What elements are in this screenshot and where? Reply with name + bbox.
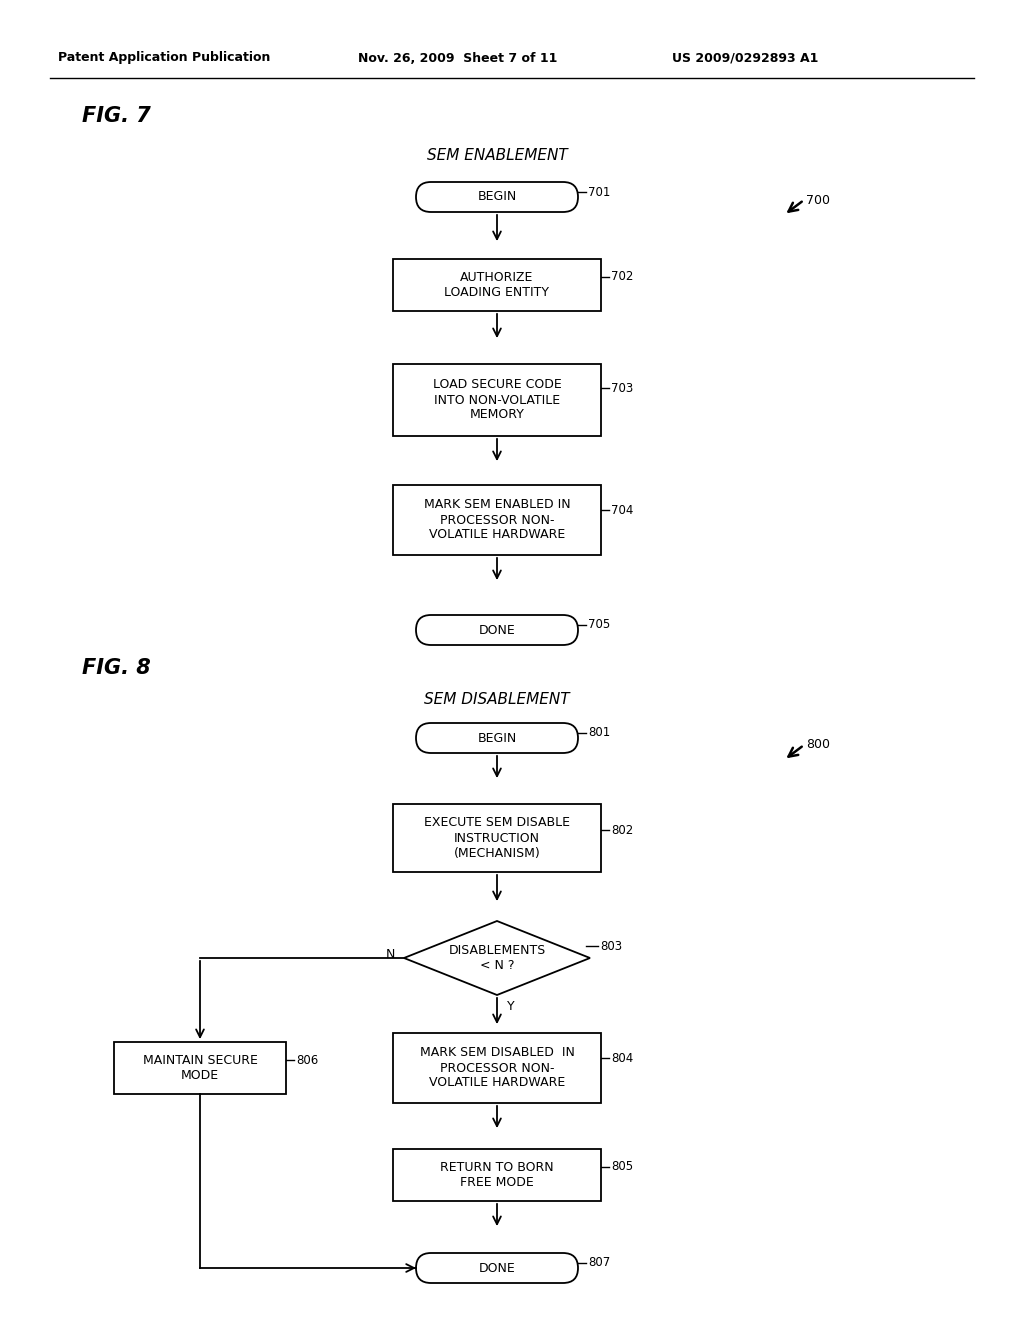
- Text: 800: 800: [806, 738, 830, 751]
- Text: 705: 705: [588, 619, 610, 631]
- Text: LOAD SECURE CODE
INTO NON-VOLATILE
MEMORY: LOAD SECURE CODE INTO NON-VOLATILE MEMOR…: [432, 379, 561, 421]
- Polygon shape: [404, 921, 590, 995]
- Bar: [393, 364, 601, 436]
- Text: BEGIN: BEGIN: [477, 731, 517, 744]
- Text: AUTHORIZE
LOADING ENTITY: AUTHORIZE LOADING ENTITY: [444, 271, 550, 300]
- Text: EXECUTE SEM DISABLE
INSTRUCTION
(MECHANISM): EXECUTE SEM DISABLE INSTRUCTION (MECHANI…: [424, 817, 570, 859]
- Text: 805: 805: [611, 1160, 633, 1173]
- Bar: [393, 1034, 601, 1104]
- Bar: [393, 1148, 601, 1201]
- Text: N: N: [385, 948, 394, 961]
- Bar: [393, 484, 601, 554]
- Text: BEGIN: BEGIN: [477, 190, 517, 203]
- FancyBboxPatch shape: [416, 182, 578, 213]
- Text: 806: 806: [296, 1053, 318, 1067]
- Text: 701: 701: [588, 186, 610, 198]
- Text: MAINTAIN SECURE
MODE: MAINTAIN SECURE MODE: [142, 1053, 257, 1082]
- Text: 702: 702: [611, 271, 634, 284]
- Bar: [393, 259, 601, 312]
- FancyBboxPatch shape: [416, 615, 578, 645]
- Bar: [114, 1041, 286, 1094]
- Text: RETURN TO BORN
FREE MODE: RETURN TO BORN FREE MODE: [440, 1162, 554, 1189]
- Text: Patent Application Publication: Patent Application Publication: [58, 51, 270, 65]
- Text: DONE: DONE: [478, 623, 515, 636]
- Text: FIG. 8: FIG. 8: [82, 657, 151, 678]
- Text: SEM ENABLEMENT: SEM ENABLEMENT: [427, 148, 567, 162]
- Text: 803: 803: [600, 940, 623, 953]
- Text: MARK SEM ENABLED IN
PROCESSOR NON-
VOLATILE HARDWARE: MARK SEM ENABLED IN PROCESSOR NON- VOLAT…: [424, 499, 570, 541]
- Text: Nov. 26, 2009  Sheet 7 of 11: Nov. 26, 2009 Sheet 7 of 11: [358, 51, 557, 65]
- Text: 801: 801: [588, 726, 610, 739]
- Text: 807: 807: [588, 1257, 610, 1270]
- Text: MARK SEM DISABLED  IN
PROCESSOR NON-
VOLATILE HARDWARE: MARK SEM DISABLED IN PROCESSOR NON- VOLA…: [420, 1047, 574, 1089]
- FancyBboxPatch shape: [416, 723, 578, 752]
- Text: 703: 703: [611, 381, 633, 395]
- FancyBboxPatch shape: [416, 1253, 578, 1283]
- Text: FIG. 7: FIG. 7: [82, 106, 151, 125]
- Text: 704: 704: [611, 503, 634, 516]
- Bar: [393, 804, 601, 873]
- Text: Y: Y: [507, 1001, 515, 1014]
- Text: DONE: DONE: [478, 1262, 515, 1275]
- Text: 804: 804: [611, 1052, 633, 1064]
- Text: 802: 802: [611, 824, 633, 837]
- Text: SEM DISABLEMENT: SEM DISABLEMENT: [424, 693, 569, 708]
- Text: 700: 700: [806, 194, 830, 206]
- Text: US 2009/0292893 A1: US 2009/0292893 A1: [672, 51, 818, 65]
- Text: DISABLEMENTS
< N ?: DISABLEMENTS < N ?: [449, 944, 546, 972]
